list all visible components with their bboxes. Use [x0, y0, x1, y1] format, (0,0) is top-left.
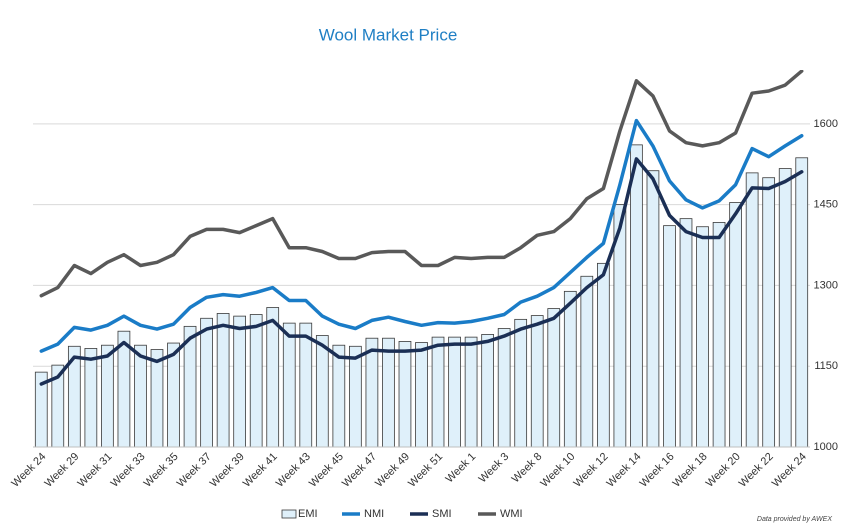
source-note: Data provided by AWEX — [757, 516, 832, 523]
bar — [150, 349, 164, 448]
x-tick-label: Week 20 — [704, 451, 743, 490]
bar — [282, 322, 296, 448]
x-tick-label: Week 35 — [142, 451, 181, 490]
bar — [382, 337, 395, 448]
bar — [84, 348, 98, 448]
y-tick-label: 1450 — [814, 199, 838, 211]
bar — [200, 317, 213, 448]
bar — [795, 157, 809, 448]
x-tick-label: Week 41 — [241, 451, 280, 490]
bar — [497, 328, 511, 448]
x-tick-label: Week 51 — [406, 451, 445, 490]
bar — [762, 177, 776, 448]
bar — [547, 308, 561, 448]
bar — [233, 315, 247, 448]
bar — [398, 341, 412, 448]
line — [39, 157, 804, 386]
bar — [365, 337, 379, 448]
x-tick-label: Week 33 — [109, 451, 148, 490]
x-tick-label: Week 31 — [76, 451, 115, 490]
bar — [216, 313, 230, 448]
bar — [663, 225, 676, 448]
bar — [630, 144, 643, 448]
bar — [415, 342, 428, 448]
bar — [117, 330, 131, 448]
y-tick-label: 1300 — [814, 279, 838, 291]
bar — [646, 170, 660, 448]
x-tick-label: Week 29 — [42, 451, 81, 490]
bar — [481, 334, 494, 448]
bar — [712, 222, 726, 448]
bar — [580, 275, 594, 448]
legend-swatch — [281, 509, 297, 519]
bar — [596, 262, 610, 448]
x-tick-label: Week 24 — [9, 451, 48, 490]
x-tick-label: Week 16 — [638, 451, 677, 490]
bar — [448, 336, 461, 448]
bar — [431, 336, 445, 448]
x-tick-label: Week 1 — [444, 451, 479, 486]
x-tick-label: Week 37 — [175, 451, 214, 490]
bar — [745, 172, 759, 448]
x-tick-label: Week 43 — [274, 451, 313, 490]
bar — [134, 344, 147, 448]
legend-label: SMI — [432, 508, 452, 520]
x-tick-label: Week 18 — [671, 451, 710, 490]
bar — [530, 315, 544, 448]
bar — [315, 335, 329, 448]
bar — [101, 344, 114, 448]
x-tick-label: Week 22 — [737, 451, 776, 490]
x-tick-label: Week 12 — [571, 451, 610, 490]
y-tick-label: 1000 — [814, 441, 838, 453]
x-tick-label: Week 10 — [538, 451, 577, 490]
x-tick-label: Week 24 — [770, 451, 809, 490]
x-tick-label: Week 45 — [307, 451, 346, 490]
y-tick-label: 1600 — [814, 118, 838, 130]
x-tick-label: Week 39 — [208, 451, 247, 490]
x-tick-label: Week 49 — [373, 451, 412, 490]
bar — [729, 202, 742, 448]
bar — [679, 218, 693, 448]
bar — [778, 168, 792, 448]
x-tick-label: Week 3 — [477, 451, 512, 486]
legend-label: EMI — [298, 508, 318, 520]
bar — [249, 314, 263, 448]
line — [39, 70, 804, 298]
bar — [332, 344, 346, 448]
y-tick-label: 1150 — [814, 360, 838, 372]
legend-label: WMI — [500, 508, 523, 520]
bar — [266, 307, 280, 448]
chart-title: Wool Market Price — [319, 25, 458, 44]
x-tick-label: Week 47 — [340, 451, 379, 490]
bar — [167, 342, 180, 448]
bar — [514, 318, 528, 448]
x-tick-label: Week 14 — [605, 451, 644, 490]
bar — [299, 322, 313, 448]
line — [39, 118, 804, 353]
bar — [563, 290, 577, 448]
legend-label: NMI — [364, 508, 384, 520]
bar — [464, 336, 478, 448]
bar — [349, 345, 362, 448]
bar — [696, 226, 709, 448]
